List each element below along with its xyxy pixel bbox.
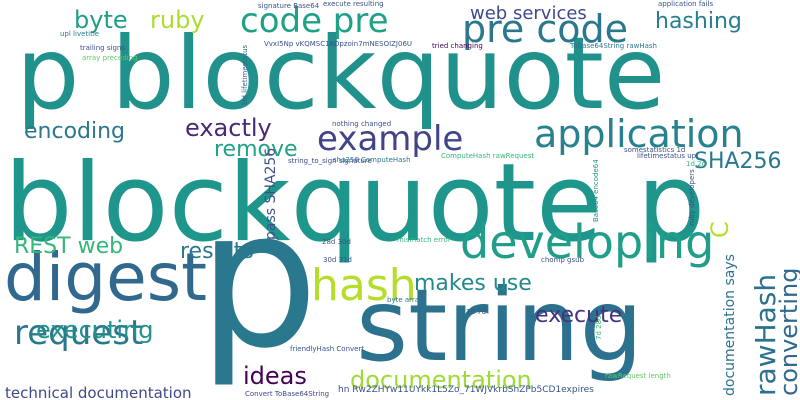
word: upl livetitle: [60, 30, 99, 38]
word: nothing changed: [332, 120, 391, 128]
word: ComputeHash rawRequest: [441, 152, 534, 160]
word: string_to_sign signature: [288, 157, 372, 165]
word: encoding: [24, 119, 125, 144]
word: lifetimestatus upl: [637, 152, 698, 160]
word: code pre: [240, 1, 389, 41]
word: remove: [214, 137, 298, 162]
word: string: [356, 267, 643, 384]
word: pre code: [462, 7, 628, 51]
word: VvxI5Np vKQMSC16Dpzoin7mNESOIZJ06U: [264, 40, 412, 48]
word: p blockquote: [16, 15, 665, 132]
word: application: [534, 112, 744, 156]
word: application fails: [658, 0, 713, 8]
word: Convert ToBase64String: [245, 390, 329, 398]
word: C: [706, 221, 734, 238]
word: ToBase64String rawHash: [569, 42, 657, 50]
word: hash: [311, 260, 417, 311]
word: hashing: [655, 9, 742, 34]
word: execute resulting: [323, 0, 384, 8]
word: REST web: [14, 234, 123, 259]
word: results: [180, 239, 254, 264]
word: signature Base64: [258, 2, 320, 10]
word: Base64 encode64: [592, 159, 600, 222]
word: sha256 ComputeHash: [333, 156, 411, 164]
word: 28d 30d: [322, 238, 351, 246]
word: tried changing: [432, 42, 483, 50]
word: ruby developers: [688, 169, 696, 226]
word: somestatistics 1d: [624, 146, 685, 154]
word: blockquote p: [4, 141, 705, 266]
word: example: [317, 119, 463, 159]
word: friendlyHash Convert: [290, 345, 364, 353]
word: trailing signs: [80, 44, 125, 52]
word: chomp gsub: [541, 256, 585, 264]
word: 3Id lifetimestatus: [241, 44, 249, 106]
word: execute: [535, 303, 622, 328]
word: array preceding: [82, 54, 137, 62]
word: exactly: [185, 114, 272, 142]
word: hn Rw2ZHYw11UYkk1L5Zo_71WJVkrbShZPb5CD1e…: [338, 385, 594, 395]
word: 30d 31d: [323, 256, 352, 264]
word: request: [14, 313, 143, 353]
word: executing: [36, 316, 154, 344]
word: technical documentation: [5, 384, 192, 400]
word: documentation says: [722, 254, 738, 396]
word: rawHash: [749, 274, 782, 396]
word: ideas: [243, 362, 307, 390]
word: makes use: [414, 271, 532, 296]
word: 7d 28d: [595, 316, 603, 340]
word: web services: [470, 3, 587, 24]
word: mismatch error: [397, 236, 451, 244]
word: byte array: [387, 296, 423, 304]
word: digest: [4, 239, 207, 316]
word: SHA256: [694, 149, 782, 174]
word: byte: [74, 6, 128, 34]
word: developing: [460, 215, 714, 269]
word: 2d 7d: [466, 308, 486, 316]
word: documentation: [350, 366, 532, 394]
word: pass SHA256: [263, 148, 279, 240]
word: converting: [775, 268, 800, 396]
word: 1d 2d: [686, 160, 706, 168]
word: ruby: [150, 6, 205, 34]
word: rawRequest length: [605, 372, 671, 380]
word: p: [198, 169, 319, 390]
